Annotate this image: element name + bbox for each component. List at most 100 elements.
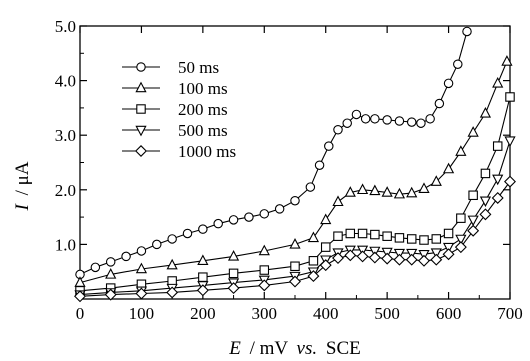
data-point (431, 234, 442, 244)
legend-marker (135, 145, 147, 157)
data-point (228, 215, 239, 225)
data-point (430, 175, 442, 186)
data-point (492, 141, 503, 151)
data-point (136, 246, 147, 256)
data-point (504, 136, 516, 148)
data-point (456, 213, 466, 223)
data-point (197, 254, 209, 266)
data-point (505, 92, 515, 102)
data-point (244, 212, 254, 222)
data-point (345, 228, 356, 239)
data-point (307, 270, 320, 283)
data-point (442, 162, 455, 174)
data-point (370, 114, 380, 124)
legend-item: 100 ms (122, 79, 228, 98)
y-axis-ticks: 1.0 2.0 3.0 4.0 5.0 (55, 17, 510, 273)
data-point (319, 259, 332, 272)
data-point (455, 145, 467, 156)
data-point (289, 238, 301, 249)
data-point (356, 250, 369, 263)
x-tick-label: 600 (436, 304, 462, 323)
data-point (105, 257, 116, 267)
legend-label: 1000 ms (178, 142, 236, 161)
data-point (468, 190, 478, 201)
x-axis-ticks: 0 100 200 300 400 500 600 700 (76, 26, 523, 323)
data-point (405, 253, 418, 266)
data-point (443, 78, 454, 89)
x-axis-variable: E (228, 338, 241, 359)
y-tick-label: 4.0 (55, 72, 76, 91)
data-point (135, 262, 148, 274)
data-point (425, 114, 435, 124)
data-point (480, 168, 491, 179)
data-point (332, 252, 344, 265)
series-square (75, 92, 515, 296)
y-tick-label: 5.0 (55, 17, 76, 36)
data-point (182, 228, 193, 239)
x-axis-unit: / mV (250, 338, 289, 359)
data-point (356, 183, 369, 195)
data-point (491, 192, 504, 204)
data-point (381, 252, 394, 265)
data-point (393, 187, 406, 199)
data-point (479, 196, 492, 208)
data-point (351, 109, 362, 120)
data-point (198, 272, 208, 282)
data-point (320, 213, 332, 225)
data-point (382, 115, 392, 125)
data-point (166, 286, 179, 299)
data-point (504, 175, 516, 188)
data-point (467, 126, 479, 137)
data-point (462, 26, 472, 37)
data-point (501, 55, 513, 66)
data-point (320, 242, 331, 252)
series-layer (74, 26, 516, 303)
data-point (406, 234, 417, 244)
legend-item: 1000 ms (122, 142, 236, 161)
data-point (443, 228, 454, 239)
data-point (258, 279, 271, 292)
data-point (430, 253, 443, 266)
series-triangle-up (74, 55, 513, 287)
y-axis-title: I / μA (12, 161, 33, 211)
data-point (418, 182, 430, 193)
y-axis-variable: I (12, 203, 33, 212)
data-point (307, 231, 320, 243)
data-point (344, 186, 356, 197)
x-tick-label: 200 (190, 304, 216, 323)
data-point (454, 241, 467, 254)
data-point (369, 184, 381, 196)
data-point (360, 114, 371, 124)
data-point (492, 174, 504, 186)
data-point (394, 233, 405, 243)
data-point (479, 208, 492, 221)
y-tick-label: 3.0 (55, 126, 76, 145)
data-point (227, 282, 240, 295)
legend-item: 500 ms (122, 121, 228, 140)
data-point (305, 182, 316, 192)
y-tick-label: 2.0 (55, 181, 76, 200)
data-point (406, 186, 418, 198)
data-point (467, 224, 480, 237)
data-point (370, 229, 380, 240)
data-point (455, 234, 467, 246)
data-point (453, 59, 463, 69)
data-point (368, 251, 381, 264)
x-tick-label: 700 (497, 304, 523, 323)
x-tick-label: 100 (129, 304, 155, 323)
data-point (314, 160, 325, 170)
data-point (213, 218, 223, 229)
data-point (167, 234, 177, 244)
legend-item: 200 ms (122, 100, 228, 119)
data-point (357, 228, 368, 239)
data-point (344, 249, 357, 262)
data-point (196, 284, 209, 297)
legend-label: 50 ms (178, 58, 219, 77)
x-tick-label: 500 (374, 304, 400, 323)
data-point (381, 186, 393, 197)
data-point (104, 288, 117, 301)
data-point (467, 215, 479, 227)
legend-marker (135, 125, 147, 137)
data-point (121, 251, 131, 262)
series-circle (75, 26, 472, 280)
